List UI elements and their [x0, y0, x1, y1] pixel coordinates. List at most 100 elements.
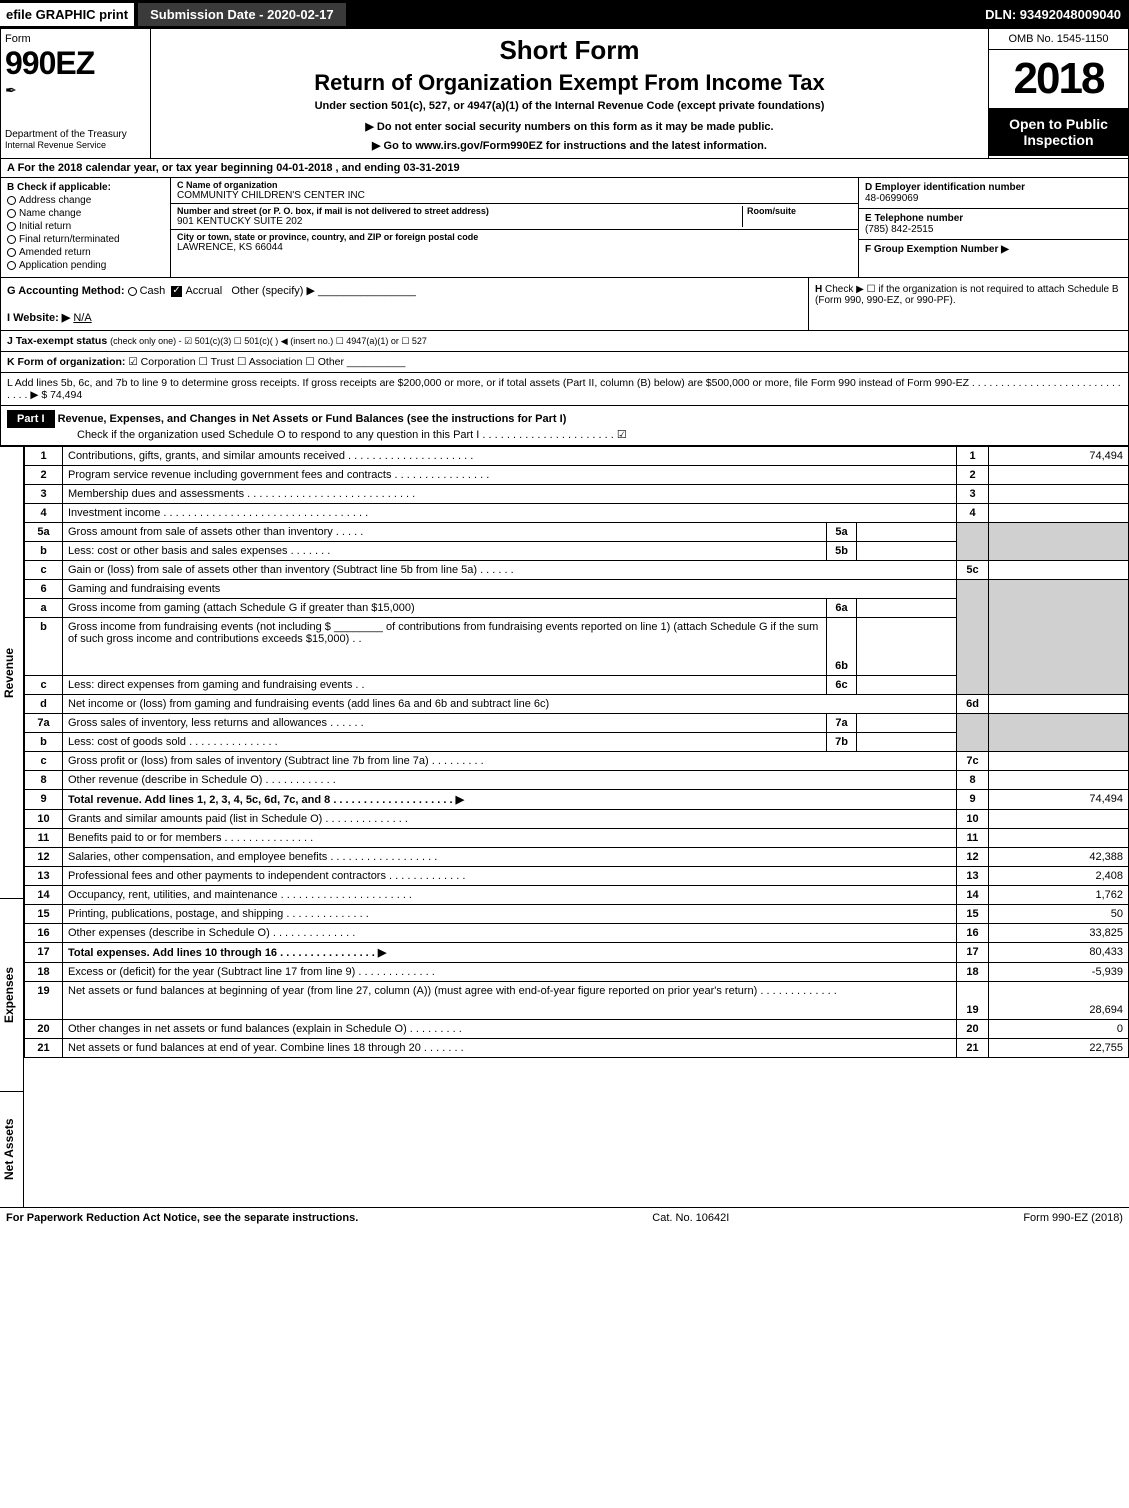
city-value: LAWRENCE, KS 66044	[177, 242, 852, 253]
header-right: OMB No. 1545-1150 2018 Open to Public In…	[988, 29, 1128, 158]
block-bcdef: B Check if applicable: Address change Na…	[0, 178, 1129, 278]
chk-initial: Initial return	[19, 221, 71, 232]
g-accrual: Accrual	[185, 285, 222, 297]
checkbox-icon[interactable]	[7, 235, 16, 244]
section-b: B Check if applicable: Address change Na…	[1, 178, 171, 277]
b-label: B Check if applicable:	[7, 182, 164, 193]
website-value: N/A	[73, 312, 91, 324]
checkbox-icon[interactable]	[7, 248, 16, 257]
org-name: COMMUNITY CHILDREN'S CENTER INC	[177, 190, 852, 201]
h-label: H	[815, 284, 822, 295]
part1-header-row: Part I Revenue, Expenses, and Changes in…	[0, 406, 1129, 446]
d-label: D Employer identification number	[865, 182, 1122, 193]
table-row: dNet income or (loss) from gaming and fu…	[25, 695, 1129, 714]
footer-left: For Paperwork Reduction Act Notice, see …	[6, 1212, 358, 1224]
return-title: Return of Organization Exempt From Incom…	[161, 70, 978, 96]
part1-body: Revenue Expenses Net Assets 1Contributio…	[0, 446, 1129, 1207]
submission-date: Submission Date - 2020-02-17	[138, 3, 346, 26]
k-label: K Form of organization:	[7, 356, 125, 368]
table-row: 6Gaming and fundraising events	[25, 580, 1129, 599]
tax-year: 2018	[989, 50, 1128, 108]
footer-mid: Cat. No. 10642I	[652, 1212, 729, 1224]
city-label: City or town, state or province, country…	[177, 232, 852, 242]
chk-final: Final return/terminated	[19, 234, 120, 245]
short-form-title: Short Form	[161, 35, 978, 66]
checkbox-icon[interactable]	[7, 209, 16, 218]
goto-link: ▶ Go to www.irs.gov/Form990EZ for instru…	[161, 139, 978, 152]
section-c: C Name of organization COMMUNITY CHILDRE…	[171, 178, 858, 277]
form-header: Form 990EZ ✒ Department of the Treasury …	[0, 28, 1129, 159]
department: Department of the Treasury	[5, 129, 146, 140]
c-label: C Name of organization	[177, 180, 852, 190]
table-row: 20Other changes in net assets or fund ba…	[25, 1020, 1129, 1039]
cash-radio-icon[interactable]	[128, 287, 137, 296]
period-end: 03-31-2019	[403, 162, 459, 174]
form-label: Form	[5, 33, 146, 45]
phone-value: (785) 842-2515	[865, 224, 1122, 235]
header-left: Form 990EZ ✒ Department of the Treasury …	[1, 29, 151, 158]
street-label: Number and street (or P. O. box, if mail…	[177, 206, 742, 216]
open-public: Open to Public Inspection	[989, 108, 1128, 156]
part1-label: Part I	[7, 410, 55, 428]
section-g: G Accounting Method: Cash Accrual Other …	[1, 278, 808, 330]
table-row: 14Occupancy, rent, utilities, and mainte…	[25, 886, 1129, 905]
efile-label: efile GRAPHIC print	[0, 3, 134, 26]
table-row: 8Other revenue (describe in Schedule O) …	[25, 771, 1129, 790]
form-number: 990EZ	[5, 45, 146, 82]
e-label: E Telephone number	[865, 213, 1122, 224]
h-text: Check ▶ ☐ if the organization is not req…	[815, 284, 1119, 306]
dln: DLN: 93492048009040	[985, 7, 1129, 22]
table-row: 5aGross amount from sale of assets other…	[25, 523, 1129, 542]
table-row: 13Professional fees and other payments t…	[25, 867, 1129, 886]
side-expenses: Expenses	[0, 898, 24, 1091]
room-label: Room/suite	[747, 206, 852, 216]
section-h: H Check ▶ ☐ if the organization is not r…	[808, 278, 1128, 330]
header-mid: Short Form Return of Organization Exempt…	[151, 29, 988, 158]
table-row: 21Net assets or fund balances at end of …	[25, 1039, 1129, 1058]
checkbox-icon[interactable]	[7, 261, 16, 270]
j-label: J Tax-exempt status	[7, 335, 107, 347]
part1-title: Revenue, Expenses, and Changes in Net As…	[58, 413, 567, 425]
table-row: 18Excess or (deficit) for the year (Subt…	[25, 963, 1129, 982]
i-label: I Website: ▶	[7, 312, 70, 324]
side-netassets: Net Assets	[0, 1091, 24, 1207]
chk-address: Address change	[19, 195, 91, 206]
table-row: 7aGross sales of inventory, less returns…	[25, 714, 1129, 733]
g-cash: Cash	[140, 285, 166, 297]
checkbox-icon[interactable]	[7, 222, 16, 231]
table-row: 2Program service revenue including gover…	[25, 466, 1129, 485]
table-row: 15Printing, publications, postage, and s…	[25, 905, 1129, 924]
part1-check-o: Check if the organization used Schedule …	[77, 429, 627, 441]
table-row: cGross profit or (loss) from sales of in…	[25, 752, 1129, 771]
omb-number: OMB No. 1545-1150	[989, 29, 1128, 50]
table-row: 10Grants and similar amounts paid (list …	[25, 810, 1129, 829]
accrual-checkbox-icon[interactable]	[171, 286, 182, 297]
table-row: cGain or (loss) from sale of assets othe…	[25, 561, 1129, 580]
page-footer: For Paperwork Reduction Act Notice, see …	[0, 1207, 1129, 1228]
table-row: 16Other expenses (describe in Schedule O…	[25, 924, 1129, 943]
row-a-pre: A For the 2018 calendar year, or tax yea…	[7, 162, 276, 174]
table-row: 3Membership dues and assessments . . . .…	[25, 485, 1129, 504]
row-l: L Add lines 5b, 6c, and 7b to line 9 to …	[0, 373, 1129, 406]
table-row: 9Total revenue. Add lines 1, 2, 3, 4, 5c…	[25, 790, 1129, 810]
row-k: K Form of organization: ☑ Corporation ☐ …	[0, 352, 1129, 373]
row-j: J Tax-exempt status (check only one) - ☑…	[0, 331, 1129, 352]
table-row: 4Investment income . . . . . . . . . . .…	[25, 504, 1129, 523]
j-options: (check only one) - ☑ 501(c)(3) ☐ 501(c)(…	[110, 336, 427, 346]
chk-pending: Application pending	[19, 260, 106, 271]
street-value: 901 KENTUCKY SUITE 202	[177, 216, 742, 227]
table-row: 11Benefits paid to or for members . . . …	[25, 829, 1129, 848]
l-text: L Add lines 5b, 6c, and 7b to line 9 to …	[7, 377, 1121, 401]
do-not-enter: ▶ Do not enter social security numbers o…	[161, 120, 978, 133]
chk-amended: Amended return	[19, 247, 91, 258]
f-label: F Group Exemption Number ▶	[865, 244, 1009, 255]
row-gh: G Accounting Method: Cash Accrual Other …	[0, 278, 1129, 331]
period-begin: 04-01-2018	[276, 162, 332, 174]
table-row: 1Contributions, gifts, grants, and simil…	[25, 447, 1129, 466]
checkbox-icon[interactable]	[7, 196, 16, 205]
row-a-period: A For the 2018 calendar year, or tax yea…	[0, 159, 1129, 178]
side-revenue: Revenue	[0, 446, 24, 898]
lines-table: 1Contributions, gifts, grants, and simil…	[24, 446, 1129, 1058]
g-label: G Accounting Method:	[7, 285, 125, 297]
section-def: D Employer identification number 48-0699…	[858, 178, 1128, 277]
